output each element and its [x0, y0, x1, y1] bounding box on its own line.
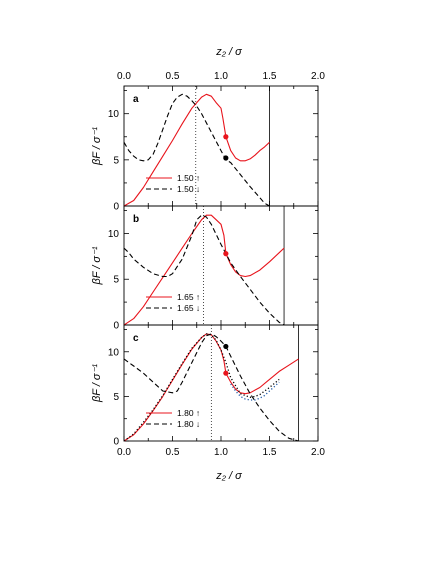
x-tick-label: 0.5 [166, 447, 180, 458]
legend-label: 1.80 ↓ [177, 419, 200, 429]
data-point-marker [223, 155, 229, 161]
panels: 0 5 10 βF / σ⁻¹ a 1.50 ↑1.50 ↓ 0 5 10 βF / σ⁻¹ b 1.… [91, 85, 325, 458]
x-tick-label: 1.0 [214, 447, 228, 458]
plot-frame [123, 324, 319, 442]
y-tick-label: 10 [108, 109, 120, 120]
panel-c: 0 5 10 βF / σ⁻¹ c 1.80 ↑1.80 ↓ 0.0 0.5 1.0 1.5 2.0 [91, 324, 325, 458]
y-tick-label: 5 [113, 155, 119, 166]
top-x-tick-label: 2.0 [311, 71, 325, 82]
x-tick-label: 2.0 [311, 447, 325, 458]
plot-frame [123, 85, 319, 207]
panel-label: b [133, 214, 139, 225]
series-line-c-1 [123, 333, 299, 442]
data-point-marker [223, 370, 229, 376]
data-point-marker [223, 251, 229, 257]
panel-label: a [133, 94, 139, 105]
series-line-c-0 [123, 333, 299, 442]
series-line-b-1 [123, 214, 285, 326]
series-line-c-3 [230, 381, 280, 401]
top-x-tick-labels: 0.0 0.5 1.0 1.5 2.0 [117, 71, 325, 82]
legend-label: 1.65 ↓ [177, 303, 200, 313]
legend-label: 1.65 ↑ [177, 292, 200, 302]
bottom-x-axis-title: z₂ / σ [215, 470, 242, 482]
legend-label: 1.50 ↑ [177, 173, 200, 183]
legend-label: 1.50 ↓ [177, 184, 200, 194]
y-tick-label: 10 [108, 229, 120, 240]
top-x-tick-label: 1.5 [263, 71, 277, 82]
y-tick-label: 5 [113, 275, 119, 286]
x-tick-label: 0.0 [117, 447, 131, 458]
panel-a: 0 5 10 βF / σ⁻¹ a 1.50 ↑1.50 ↓ [91, 85, 319, 213]
top-x-tick-label: 0.0 [117, 71, 131, 82]
panel-label: c [133, 333, 139, 344]
top-x-tick-label: 0.5 [166, 71, 180, 82]
y-tick-label: 0 [113, 437, 119, 448]
data-point-marker [223, 343, 229, 350]
series-line-c-2 [123, 333, 280, 442]
top-x-axis-title: z₂ / σ [215, 46, 242, 58]
top-x-tick-label: 1.0 [214, 71, 228, 82]
series-line-b-0 [123, 214, 285, 326]
y-tick-label: 10 [108, 347, 120, 358]
y-tick-label: 0 [113, 202, 119, 213]
y-axis-title: βF / σ⁻¹ [91, 364, 103, 403]
x-tick-label: 1.5 [263, 447, 277, 458]
series-line-a-0 [123, 93, 270, 207]
y-tick-label: 0 [113, 321, 119, 332]
data-point-marker [223, 134, 229, 140]
y-tick-label: 5 [113, 392, 119, 403]
series-line-a-1 [123, 93, 270, 207]
legend-label: 1.80 ↑ [177, 408, 200, 418]
y-axis-title: βF / σ⁻¹ [91, 127, 103, 166]
y-axis-title: βF / σ⁻¹ [91, 246, 103, 285]
panel-b: 0 5 10 βF / σ⁻¹ b 1.65 ↑1.65 ↓ [91, 205, 319, 332]
